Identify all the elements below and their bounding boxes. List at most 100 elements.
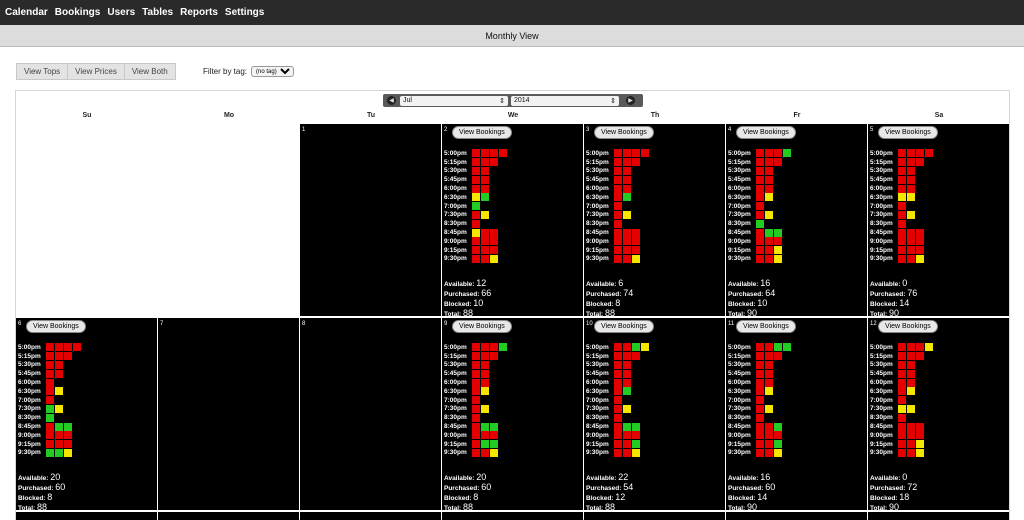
blocked-table-box[interactable] [472, 387, 480, 396]
tag-filter-select[interactable]: (no tag) [251, 66, 295, 77]
blocked-table-box[interactable] [898, 202, 906, 211]
purchased-table-box[interactable] [632, 448, 640, 457]
purchased-table-box[interactable] [907, 404, 915, 413]
blocked-table-box[interactable] [907, 237, 915, 246]
nav-reports[interactable]: Reports [180, 7, 218, 18]
blocked-table-box[interactable] [898, 440, 906, 449]
blocked-table-box[interactable] [623, 254, 631, 263]
available-table-box[interactable] [774, 343, 782, 352]
available-table-box[interactable] [623, 193, 631, 202]
blocked-table-box[interactable] [756, 431, 764, 440]
blocked-table-box[interactable] [756, 166, 764, 175]
blocked-table-box[interactable] [623, 369, 631, 378]
blocked-table-box[interactable] [898, 396, 906, 405]
blocked-table-box[interactable] [614, 422, 622, 431]
blocked-table-box[interactable] [472, 158, 480, 167]
blocked-table-box[interactable] [623, 431, 631, 440]
blocked-table-box[interactable] [898, 149, 906, 158]
blocked-table-box[interactable] [55, 343, 63, 352]
blocked-table-box[interactable] [756, 343, 764, 352]
blocked-table-box[interactable] [916, 158, 924, 167]
view-bookings-button[interactable]: View Bookings [452, 320, 512, 333]
blocked-table-box[interactable] [481, 360, 489, 369]
prev-month-icon[interactable]: ◀ [387, 96, 396, 105]
available-table-box[interactable] [46, 404, 54, 413]
available-table-box[interactable] [490, 440, 498, 449]
next-month-icon[interactable]: ▶ [626, 96, 635, 105]
purchased-table-box[interactable] [623, 210, 631, 219]
blocked-table-box[interactable] [765, 378, 773, 387]
blocked-table-box[interactable] [623, 158, 631, 167]
blocked-table-box[interactable] [472, 413, 480, 422]
blocked-table-box[interactable] [898, 387, 906, 396]
view-bookings-button[interactable]: View Bookings [594, 320, 654, 333]
blocked-table-box[interactable] [765, 184, 773, 193]
blocked-table-box[interactable] [623, 448, 631, 457]
blocked-table-box[interactable] [756, 352, 764, 361]
blocked-table-box[interactable] [898, 158, 906, 167]
available-table-box[interactable] [774, 422, 782, 431]
purchased-table-box[interactable] [55, 404, 63, 413]
view-bookings-button[interactable]: View Bookings [26, 320, 86, 333]
blocked-table-box[interactable] [907, 431, 915, 440]
purchased-table-box[interactable] [632, 254, 640, 263]
available-table-box[interactable] [481, 440, 489, 449]
purchased-table-box[interactable] [641, 343, 649, 352]
blocked-table-box[interactable] [632, 149, 640, 158]
blocked-table-box[interactable] [916, 431, 924, 440]
blocked-table-box[interactable] [481, 237, 489, 246]
blocked-table-box[interactable] [756, 448, 764, 457]
purchased-table-box[interactable] [490, 448, 498, 457]
blocked-table-box[interactable] [898, 352, 906, 361]
available-table-box[interactable] [481, 422, 489, 431]
purchased-table-box[interactable] [916, 254, 924, 263]
blocked-table-box[interactable] [632, 228, 640, 237]
view-bookings-button[interactable]: View Bookings [878, 320, 938, 333]
blocked-table-box[interactable] [73, 343, 81, 352]
blocked-table-box[interactable] [490, 237, 498, 246]
purchased-table-box[interactable] [481, 387, 489, 396]
blocked-table-box[interactable] [765, 352, 773, 361]
blocked-table-box[interactable] [916, 343, 924, 352]
purchased-table-box[interactable] [898, 404, 906, 413]
blocked-table-box[interactable] [46, 360, 54, 369]
nav-tables[interactable]: Tables [142, 7, 174, 18]
blocked-table-box[interactable] [490, 343, 498, 352]
blocked-table-box[interactable] [907, 175, 915, 184]
blocked-table-box[interactable] [614, 158, 622, 167]
blocked-table-box[interactable] [907, 343, 915, 352]
purchased-table-box[interactable] [64, 448, 72, 457]
blocked-table-box[interactable] [898, 343, 906, 352]
blocked-table-box[interactable] [756, 422, 764, 431]
purchased-table-box[interactable] [765, 404, 773, 413]
blocked-table-box[interactable] [614, 431, 622, 440]
purchased-table-box[interactable] [925, 343, 933, 352]
blocked-table-box[interactable] [916, 246, 924, 255]
purchased-table-box[interactable] [907, 210, 915, 219]
blocked-table-box[interactable] [907, 352, 915, 361]
blocked-table-box[interactable] [907, 254, 915, 263]
blocked-table-box[interactable] [898, 448, 906, 457]
purchased-table-box[interactable] [907, 387, 915, 396]
blocked-table-box[interactable] [481, 184, 489, 193]
available-table-box[interactable] [499, 343, 507, 352]
blocked-table-box[interactable] [472, 246, 480, 255]
view-bookings-button[interactable]: View Bookings [878, 126, 938, 139]
blocked-table-box[interactable] [765, 175, 773, 184]
purchased-table-box[interactable] [765, 387, 773, 396]
blocked-table-box[interactable] [46, 440, 54, 449]
blocked-table-box[interactable] [64, 352, 72, 361]
available-table-box[interactable] [774, 440, 782, 449]
blocked-table-box[interactable] [756, 254, 764, 263]
blocked-table-box[interactable] [614, 404, 622, 413]
blocked-table-box[interactable] [472, 422, 480, 431]
blocked-table-box[interactable] [907, 228, 915, 237]
blocked-table-box[interactable] [623, 352, 631, 361]
blocked-table-box[interactable] [490, 158, 498, 167]
purchased-table-box[interactable] [916, 448, 924, 457]
blocked-table-box[interactable] [46, 369, 54, 378]
blocked-table-box[interactable] [472, 184, 480, 193]
blocked-table-box[interactable] [481, 343, 489, 352]
blocked-table-box[interactable] [907, 246, 915, 255]
purchased-table-box[interactable] [481, 404, 489, 413]
